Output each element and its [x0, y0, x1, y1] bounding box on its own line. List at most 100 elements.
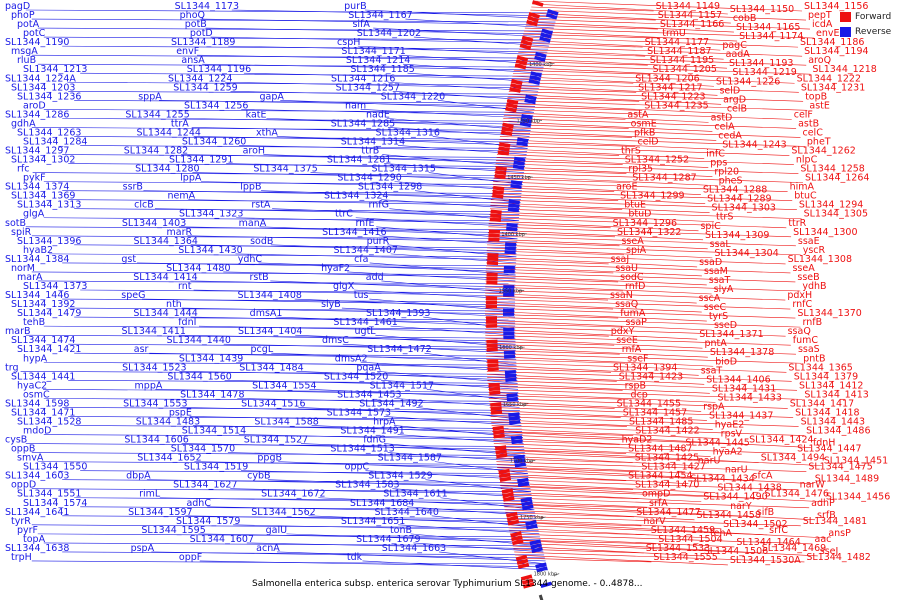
- reverse-feature-arrow: [503, 308, 515, 312]
- reverse-feature-label: oppF: [179, 552, 202, 563]
- forward-leader-line: [494, 169, 627, 174]
- forward-feature-label: sseE: [616, 335, 638, 346]
- forward-feature-label: SL1344_1303: [712, 203, 776, 214]
- forward-feature-label: aadA: [726, 49, 751, 60]
- reverse-leader-line: [48, 253, 517, 258]
- forward-feature-label: pdxH: [787, 290, 812, 301]
- forward-leader-line: [492, 184, 701, 195]
- forward-feature-label: fumC: [793, 335, 819, 346]
- reverse-feature-arrow: [541, 28, 553, 35]
- reverse-feature-arrow: [510, 183, 522, 189]
- reverse-feature-label: SL1344_1298: [358, 182, 422, 193]
- forward-leader-line: [485, 265, 702, 277]
- reverse-feature-label: oppC: [345, 462, 370, 473]
- forward-leader-line: [509, 533, 813, 545]
- forward-feature-label: sscA: [699, 293, 721, 304]
- reverse-feature-label: glgA: [23, 209, 45, 220]
- forward-leader-line: [488, 229, 704, 241]
- reverse-leader-line: [437, 100, 534, 113]
- reverse-feature-label: SL1344_1679: [356, 534, 420, 545]
- forward-feature-labels: SL1344_1149 SL1344_1150 SL1344_1156 SL1344_…: [610, 1, 890, 566]
- forward-feature-arrow: [506, 515, 519, 522]
- forward-feature-label: SL1344_1456: [826, 492, 890, 503]
- reverse-leader-line: [225, 81, 539, 89]
- forward-feature-label: SL1344_1451: [824, 456, 888, 467]
- reverse-leader-line: [31, 452, 526, 456]
- reverse-feature-arrow: [514, 458, 526, 464]
- reverse-feature-label: osmC: [23, 389, 50, 400]
- reverse-feature-arrow: [508, 203, 520, 209]
- reverse-leader-line: [233, 524, 539, 532]
- forward-feature-arrow: [528, 11, 540, 19]
- reverse-feature-arrow: [530, 71, 542, 78]
- forward-feature-label: ydhB: [802, 281, 826, 292]
- reverse-feature-label: SL1344_1244: [137, 127, 201, 138]
- reverse-feature-label: SL1344_1574: [23, 498, 87, 509]
- forward-leader-line: [485, 268, 614, 274]
- reverse-feature-label: envF: [176, 46, 199, 57]
- reverse-feature-label: SL1344_1551: [17, 489, 81, 500]
- reverse-feature-label: SL1344_1236: [17, 91, 81, 102]
- reverse-leader-line: [62, 515, 537, 520]
- forward-leader-line: [495, 455, 696, 466]
- forward-feature-label: celF: [794, 109, 813, 120]
- reverse-feature-label: nam: [345, 100, 366, 111]
- reverse-feature-label: SL1344_1257: [336, 82, 400, 93]
- reverse-leader-line: [197, 54, 546, 62]
- reverse-feature-arrow: [503, 292, 515, 297]
- reverse-leader-line: [237, 398, 520, 405]
- forward-feature-label: trmU: [662, 28, 686, 39]
- forward-feature-label: SL1344_1533: [646, 543, 710, 554]
- forward-feature-label: bioD: [715, 356, 737, 367]
- forward-feature-label: SL1344_1459: [651, 525, 715, 536]
- reverse-leader-line: [267, 479, 531, 489]
- forward-feature-label: SL1344_1288: [703, 185, 767, 196]
- reverse-leader-line: [407, 72, 541, 83]
- forward-leader-line: [515, 557, 652, 563]
- reverse-leader-line: [146, 479, 530, 486]
- forward-feature-label: hyaD2: [622, 435, 653, 446]
- forward-feature-label: sifB: [757, 507, 774, 518]
- forward-feature-label: rpl35: [628, 164, 653, 175]
- reverse-leader-line: [43, 398, 520, 402]
- reverse-feature-labels: pagD SL1344_1173 purB phoP phoQ SL1344_1167po…: [5, 1, 448, 563]
- reverse-feature-arrow: [505, 377, 517, 382]
- forward-feature-label: fumA: [620, 308, 646, 319]
- reverse-feature-label: SL1344_1255: [125, 109, 189, 120]
- reverse-feature-label: purR: [367, 236, 390, 247]
- forward-feature-arrow: [511, 79, 523, 86]
- forward-leader-line: [485, 343, 796, 355]
- reverse-feature-label: SL1344_1638: [5, 543, 69, 554]
- forward-leader-line: [485, 340, 615, 346]
- forward-feature-label: astB: [798, 118, 819, 129]
- reverse-feature-label: mppA: [135, 380, 163, 391]
- forward-feature-label: SL1344_1287: [632, 173, 696, 184]
- reverse-feature-arrow: [517, 137, 529, 143]
- forward-feature-label: btuC: [794, 191, 817, 202]
- forward-feature-label: rpsV: [721, 429, 743, 440]
- reverse-leader-line: [80, 289, 516, 294]
- reverse-leader-line: [392, 90, 537, 101]
- reverse-feature-label: nadE: [366, 109, 390, 120]
- forward-feature-label: astE: [809, 100, 830, 111]
- forward-leader-line: [489, 211, 715, 223]
- forward-leader-line: [486, 364, 699, 376]
- forward-feature-label: SL1344_1206: [635, 73, 699, 84]
- reverse-feature-label: SL1344_1196: [187, 64, 251, 75]
- forward-feature-label: slyA: [714, 284, 734, 295]
- reverse-feature-label: aroD: [23, 100, 46, 111]
- forward-leader-line: [488, 220, 699, 232]
- reverse-feature-label: SL1344_1651: [341, 516, 405, 527]
- reverse-feature-label: SL1344_1461: [333, 317, 397, 328]
- reverse-leader-line: [381, 280, 516, 294]
- forward-feature-label: sseB: [797, 272, 819, 283]
- tick-mark: [526, 176, 533, 178]
- forward-leader-line: [498, 473, 689, 484]
- forward-leader-line: [489, 401, 702, 412]
- reverse-feature-label: SL1344_1404: [238, 326, 302, 337]
- reverse-feature-label: SL1344_1430: [178, 245, 242, 256]
- reverse-leader-line: [387, 452, 527, 462]
- reverse-feature-label: SL1344_1479: [17, 308, 81, 319]
- forward-feature-label: SL1344_1149: [656, 1, 720, 12]
- forward-feature-arrow: [490, 402, 502, 407]
